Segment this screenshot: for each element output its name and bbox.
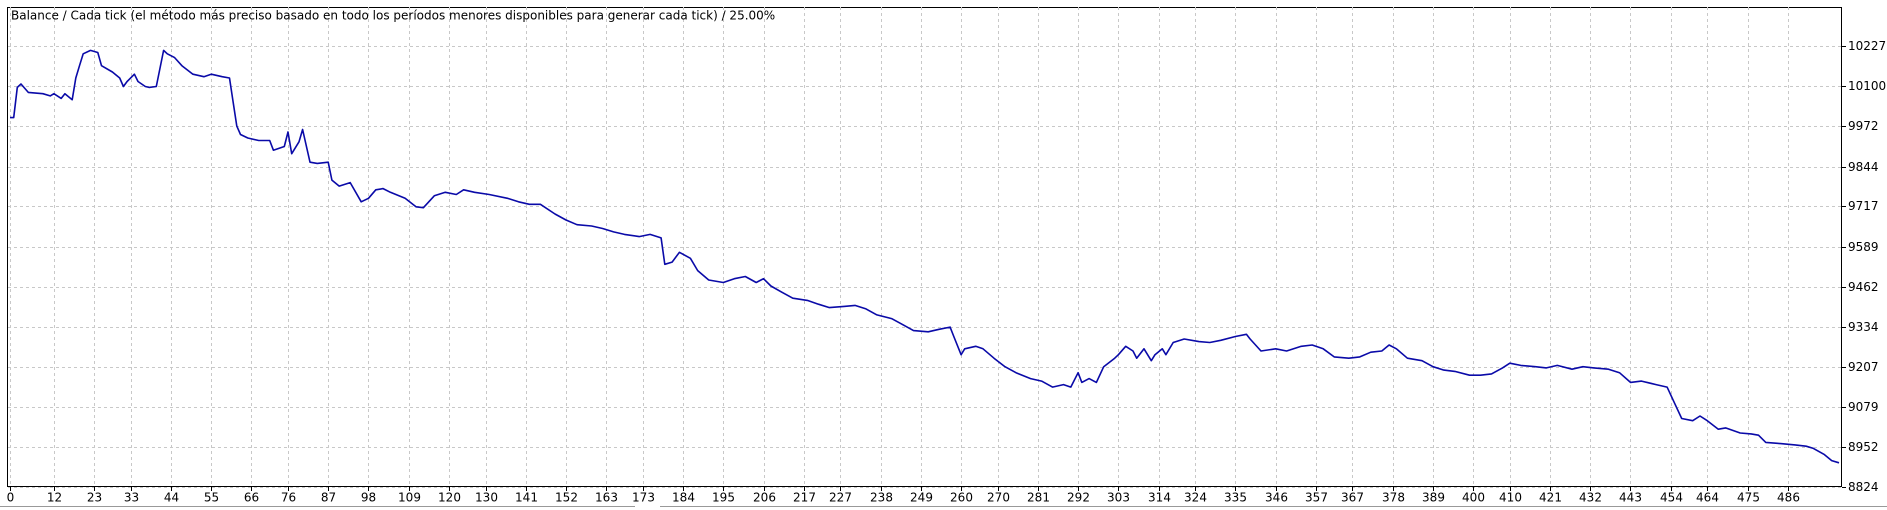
y-tick-label: 9972 — [1848, 119, 1879, 133]
x-tick-label: 281 — [1027, 491, 1050, 505]
x-tick-label: 464 — [1696, 491, 1719, 505]
x-tick-label: 44 — [164, 491, 179, 505]
plot — [10, 49, 1840, 464]
x-tick-label: 130 — [475, 491, 498, 505]
y-tick-label: 10227 — [1848, 39, 1886, 53]
y-tick-label: 8952 — [1848, 440, 1879, 454]
x-tick-label: 238 — [870, 491, 893, 505]
x-tick-label: 249 — [910, 491, 933, 505]
y-tick-label: 9334 — [1848, 320, 1879, 334]
x-tick-label: 98 — [361, 491, 376, 505]
x-tick-label: 410 — [1499, 491, 1522, 505]
chart-title: Balance / Cada tick (el método más preci… — [11, 9, 775, 23]
x-tick-label: 292 — [1067, 491, 1090, 505]
x-tick-label: 324 — [1184, 491, 1207, 505]
x-tick-label: 270 — [987, 491, 1010, 505]
x-tick-label: 443 — [1619, 491, 1642, 505]
x-tick-label: 260 — [950, 491, 973, 505]
x-tick-label: 33 — [124, 491, 139, 505]
y-tick-label: 9207 — [1848, 360, 1879, 374]
x-tick-label: 432 — [1579, 491, 1602, 505]
x-tick-label: 12 — [47, 491, 62, 505]
y-tick-label: 9589 — [1848, 240, 1879, 254]
x-tick-label: 367 — [1341, 491, 1364, 505]
x-tick-label: 195 — [712, 491, 735, 505]
x-tick-label: 475 — [1737, 491, 1760, 505]
x-tick-label: 303 — [1107, 491, 1130, 505]
y-tick-label: 9844 — [1848, 160, 1879, 174]
x-tick-label: 486 — [1777, 491, 1800, 505]
x-tick-label: 163 — [595, 491, 618, 505]
x-tick-label: 217 — [793, 491, 816, 505]
x-tick-label: 389 — [1422, 491, 1445, 505]
x-tick-label: 227 — [829, 491, 852, 505]
y-tick-label: 10100 — [1848, 79, 1886, 93]
grid — [8, 7, 1842, 488]
x-tick-label: 184 — [672, 491, 695, 505]
x-tick-label: 109 — [398, 491, 421, 505]
x-tick-label: 454 — [1660, 491, 1683, 505]
x-tick-label: 76 — [281, 491, 296, 505]
plot-frame — [7, 7, 1842, 487]
x-tick-label: 421 — [1539, 491, 1562, 505]
x-tick-label: 152 — [555, 491, 578, 505]
x-tick-label: 357 — [1305, 491, 1328, 505]
x-tick-label: 55 — [204, 491, 219, 505]
x-tick-label: 0 — [7, 491, 15, 505]
x-tick-label: 66 — [244, 491, 259, 505]
x-tick-label: 378 — [1382, 491, 1405, 505]
x-tick-label: 87 — [321, 491, 336, 505]
x-tick-label: 346 — [1265, 491, 1288, 505]
x-tick-label: 314 — [1148, 491, 1171, 505]
y-tick-label: 9079 — [1848, 400, 1879, 414]
x-tick-label: 400 — [1462, 491, 1485, 505]
y-tick-label: 9717 — [1848, 199, 1879, 213]
x-tick-label: 206 — [753, 491, 776, 505]
x-tick-label: 141 — [515, 491, 538, 505]
x-tick-label: 335 — [1224, 491, 1247, 505]
x-tick-label: 23 — [87, 491, 102, 505]
y-tick-label: 8824 — [1848, 480, 1879, 494]
x-tick-label: 173 — [632, 491, 655, 505]
balance-line — [10, 49, 1840, 464]
x-tick-label: 120 — [438, 491, 461, 505]
y-tick-label: 9462 — [1848, 280, 1879, 294]
